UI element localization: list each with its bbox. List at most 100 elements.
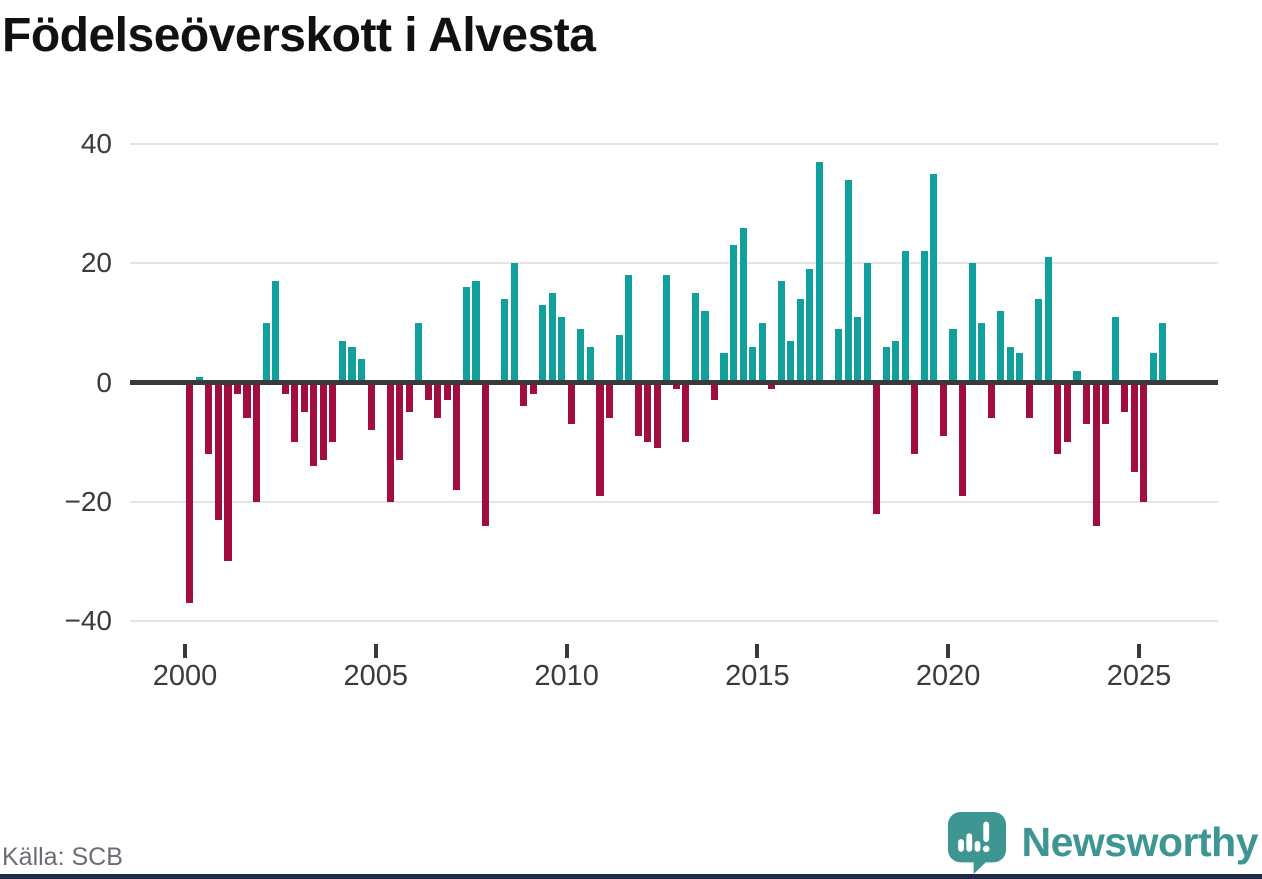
bar [262,322,270,383]
x-tick-label: 2025 [1106,660,1172,692]
bar [939,382,948,437]
bar [329,382,337,443]
newsworthy-logo-icon [946,810,1008,874]
gridline [130,262,1218,265]
bar [653,382,661,449]
bar [462,287,471,383]
bar [558,316,566,383]
bar [1111,316,1119,383]
bar [214,382,222,520]
bar [930,173,938,383]
bar [1016,352,1024,383]
bottom-border [0,874,1262,879]
bar [424,382,432,401]
bar [1140,382,1148,502]
bar [338,340,346,383]
bar [224,382,232,562]
newsworthy-brand: Newsworthy [946,810,1259,874]
bar [233,382,242,395]
bar [682,382,690,443]
bar [319,382,327,460]
x-tick [946,644,951,658]
bar [434,382,442,419]
bar [357,358,366,383]
bar [701,310,709,383]
bar [968,263,976,383]
bar [892,340,900,383]
x-tick [564,644,569,658]
zero-line [130,380,1218,385]
bar [253,382,261,502]
bar [453,382,461,490]
bar [854,316,862,383]
bar [882,346,890,383]
x-tick-label: 2000 [152,660,218,692]
y-tick-label: 40 [80,128,112,159]
newsworthy-wordmark: Newsworthy [1021,819,1259,865]
bar [920,251,928,383]
gridline [130,620,1218,622]
bar [1044,257,1052,383]
bar [396,382,404,460]
bar [873,382,881,514]
bar [777,281,785,383]
bar [567,382,575,425]
bar [710,382,719,401]
y-tick-label: 0 [96,366,112,398]
bar [243,382,251,419]
bar [481,382,490,526]
bar [987,382,995,419]
bar [644,382,652,443]
bar [300,382,308,413]
bar [291,382,299,443]
bar [596,382,604,496]
bar [958,382,967,496]
bar [1054,382,1062,455]
x-tick-label: 2015 [725,660,790,692]
bar [1149,352,1157,383]
bar [577,328,585,383]
x-tick [373,644,378,658]
bar [901,251,909,383]
bar [310,382,318,466]
x-tick-label: 2010 [534,660,599,692]
bar [663,275,671,383]
bar [815,161,823,383]
bar [749,346,757,383]
bar [1063,382,1072,443]
bar [672,382,680,389]
bar [796,299,804,383]
bar [949,328,957,383]
bar [1083,382,1091,425]
bar [768,382,776,389]
bar [281,382,289,395]
bar [405,382,413,413]
bar [720,352,728,383]
bar [834,328,843,383]
bar [911,382,919,455]
bar [844,179,852,383]
bar [606,382,614,419]
bar [1025,382,1033,419]
bar [1102,382,1110,425]
page-title: Födelseöverskott i Alvesta [2,9,596,62]
bar [539,305,547,383]
x-tick [183,644,187,658]
source-caption: Källa: SCB [2,843,123,871]
bar [205,382,213,455]
x-tick [755,644,760,658]
bar [501,299,509,383]
gridline [130,143,1218,145]
bar [529,382,537,395]
y-tick-label: −20 [64,485,113,517]
y-tick-label: 20 [80,247,112,279]
bar [978,322,986,383]
bar [586,346,595,383]
bar [472,281,480,383]
bar [806,269,814,383]
bar [195,376,203,383]
bar [1035,299,1043,383]
bar [625,275,633,383]
